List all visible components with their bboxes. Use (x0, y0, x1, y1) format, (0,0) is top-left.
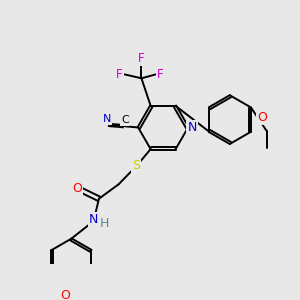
Text: C: C (121, 116, 129, 125)
Text: F: F (138, 52, 145, 65)
Text: O: O (61, 290, 70, 300)
Text: N: N (187, 121, 197, 134)
Text: F: F (116, 68, 123, 81)
Text: H: H (100, 217, 110, 230)
Text: N: N (89, 213, 98, 226)
Text: N: N (103, 114, 111, 124)
Text: O: O (257, 111, 267, 124)
Text: O: O (72, 182, 82, 195)
Text: F: F (157, 68, 164, 81)
Text: S: S (132, 159, 140, 172)
